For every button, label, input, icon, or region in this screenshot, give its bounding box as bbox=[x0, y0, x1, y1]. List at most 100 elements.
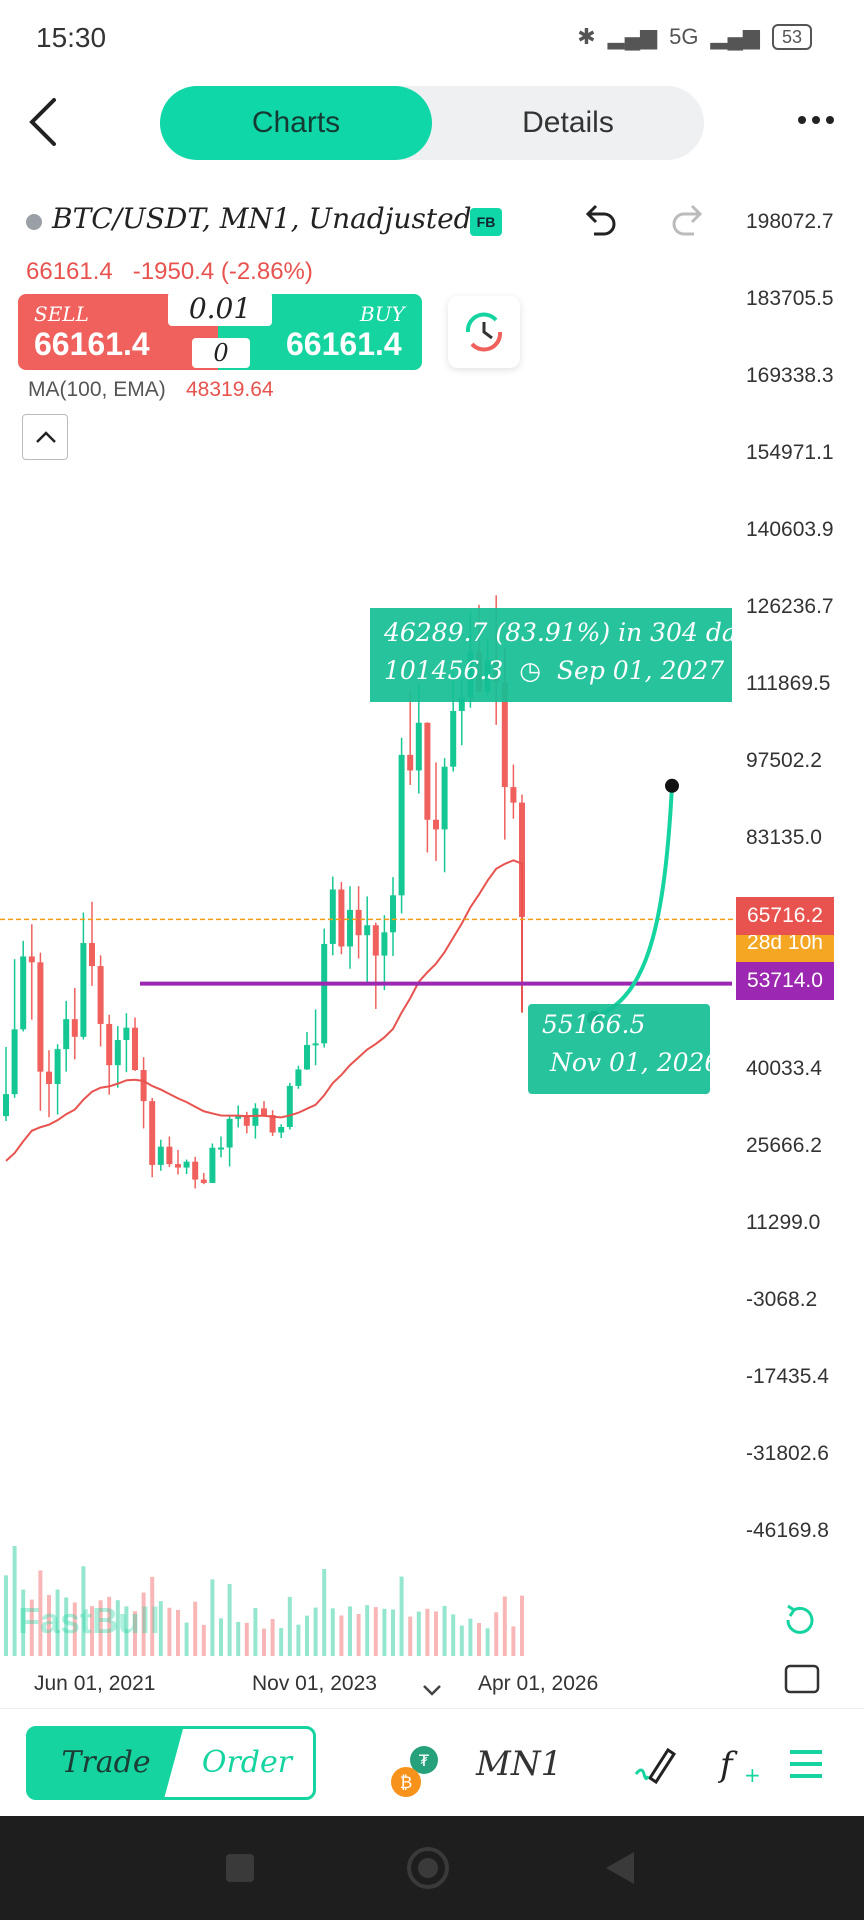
menu-icon[interactable] bbox=[786, 1744, 826, 1784]
timeframe-selector[interactable]: MN1 bbox=[476, 1744, 563, 1784]
back-nav-icon[interactable] bbox=[604, 1850, 636, 1886]
volume-bar bbox=[339, 1615, 344, 1656]
volume-bar bbox=[184, 1622, 189, 1656]
candle-body bbox=[278, 1127, 285, 1133]
redo-icon[interactable] bbox=[668, 200, 708, 240]
candle-body bbox=[63, 1019, 70, 1050]
volume-bar bbox=[442, 1605, 447, 1656]
more-icon[interactable] bbox=[796, 110, 836, 130]
candle-body bbox=[415, 722, 422, 771]
volume-bar bbox=[210, 1579, 215, 1656]
collapse-button[interactable] bbox=[22, 414, 68, 460]
svg-text:+: + bbox=[744, 1763, 761, 1787]
candle-body bbox=[398, 754, 405, 896]
volume-bar bbox=[382, 1608, 387, 1656]
volume-bar bbox=[511, 1626, 516, 1656]
undo-icon[interactable] bbox=[580, 200, 620, 240]
volume-bar bbox=[176, 1609, 180, 1656]
quote-line: 66161.4 -1950.4 (-2.86%) bbox=[26, 258, 313, 286]
projection-date: Sep 01, 2027 bbox=[556, 656, 725, 685]
volume-bar bbox=[365, 1605, 370, 1656]
candle-body bbox=[97, 966, 104, 1024]
projection-target-value: 101456.3 bbox=[384, 656, 504, 685]
indicators-icon[interactable]: f + bbox=[716, 1740, 764, 1788]
price-chart[interactable] bbox=[0, 180, 740, 1660]
candle-body bbox=[89, 943, 95, 967]
volume-bar bbox=[287, 1596, 292, 1656]
candle-body bbox=[381, 932, 388, 956]
candle-body bbox=[390, 895, 396, 933]
battery-icon: 53 bbox=[771, 24, 812, 50]
anchor-value: 55166.5 bbox=[542, 1010, 646, 1039]
chevron-down-icon[interactable] bbox=[418, 1680, 446, 1700]
candle-body bbox=[140, 1070, 147, 1102]
candle-body bbox=[364, 925, 371, 936]
volume-bar bbox=[391, 1609, 395, 1656]
volume-bar bbox=[416, 1611, 421, 1656]
candle-body bbox=[132, 1027, 138, 1071]
candle-body bbox=[149, 1101, 156, 1165]
candle-body bbox=[46, 1071, 52, 1084]
reset-chart-icon[interactable] bbox=[780, 1600, 820, 1640]
candle-body bbox=[295, 1069, 302, 1086]
volume-bar bbox=[253, 1608, 258, 1656]
symbol-title[interactable]: BTC/USDT, MN1, Unadjusted bbox=[52, 202, 472, 235]
volume-bar bbox=[227, 1583, 232, 1656]
recents-icon[interactable] bbox=[224, 1852, 256, 1884]
volume-bar bbox=[296, 1624, 301, 1656]
signal-icon-2: ▂▄▆ bbox=[710, 24, 760, 49]
candle-body bbox=[338, 889, 345, 947]
volume-bar bbox=[279, 1627, 284, 1656]
projection-end-point[interactable] bbox=[665, 778, 679, 793]
svg-text:₮: ₮ bbox=[419, 1751, 430, 1770]
x-label-3: Apr 01, 2026 bbox=[478, 1672, 599, 1695]
volume-bar bbox=[98, 1600, 103, 1656]
drawing-tools-icon[interactable] bbox=[632, 1740, 680, 1788]
bitcoin-tether-icon[interactable]: ₮ ₿ bbox=[388, 1744, 444, 1800]
price-axis-label: 111869.5 bbox=[746, 672, 831, 695]
candle-body bbox=[226, 1118, 233, 1148]
volume-bar bbox=[244, 1622, 249, 1656]
lot-size-input[interactable]: 0.01 bbox=[168, 292, 272, 326]
fullscreen-icon[interactable] bbox=[784, 1664, 820, 1694]
volume-bar bbox=[348, 1606, 352, 1656]
volume-bar bbox=[520, 1595, 524, 1656]
volume-bar bbox=[167, 1607, 172, 1656]
home-icon[interactable] bbox=[406, 1846, 450, 1890]
candle-body bbox=[286, 1085, 293, 1128]
volume-bar bbox=[38, 1570, 43, 1656]
candle-body bbox=[252, 1108, 259, 1126]
sell-price: 66161.4 bbox=[34, 326, 150, 362]
refresh-clock-icon bbox=[465, 312, 503, 352]
price-axis-label: 97502.2 bbox=[746, 749, 822, 772]
candle-body bbox=[37, 962, 44, 1072]
price-axis-label: 198072.7 bbox=[746, 210, 834, 233]
volume-bar bbox=[313, 1607, 318, 1656]
price-axis-label: -3068.2 bbox=[746, 1288, 818, 1311]
volume-bar bbox=[451, 1614, 456, 1656]
tab-details[interactable]: Details bbox=[522, 106, 614, 139]
volume-bar bbox=[434, 1611, 438, 1656]
volume-bar bbox=[81, 1566, 86, 1656]
tab-charts[interactable]: Charts bbox=[160, 86, 432, 160]
trade-button[interactable]: Trade bbox=[29, 1729, 183, 1797]
candle-body bbox=[218, 1147, 224, 1150]
last-price: 66161.4 bbox=[26, 258, 113, 285]
projection-label[interactable] bbox=[370, 608, 732, 702]
candle-body bbox=[321, 943, 328, 1044]
back-icon[interactable] bbox=[24, 92, 64, 152]
volume-bar bbox=[330, 1608, 335, 1656]
price-axis-label: -31802.6 bbox=[746, 1442, 829, 1465]
order-button[interactable]: Order bbox=[201, 1745, 293, 1780]
anchor-label[interactable] bbox=[528, 1004, 710, 1094]
candle-body bbox=[424, 722, 431, 820]
auto-refresh-button[interactable] bbox=[448, 296, 520, 368]
svg-text:₿: ₿ bbox=[400, 1773, 413, 1793]
candle-body bbox=[192, 1161, 199, 1180]
volume-bar bbox=[150, 1576, 155, 1656]
candle-body bbox=[157, 1146, 164, 1165]
volume-bar bbox=[262, 1628, 266, 1656]
candle-body bbox=[235, 1115, 242, 1119]
volume-bar bbox=[55, 1589, 60, 1656]
price-axis-label: 25666.2 bbox=[746, 1134, 822, 1157]
